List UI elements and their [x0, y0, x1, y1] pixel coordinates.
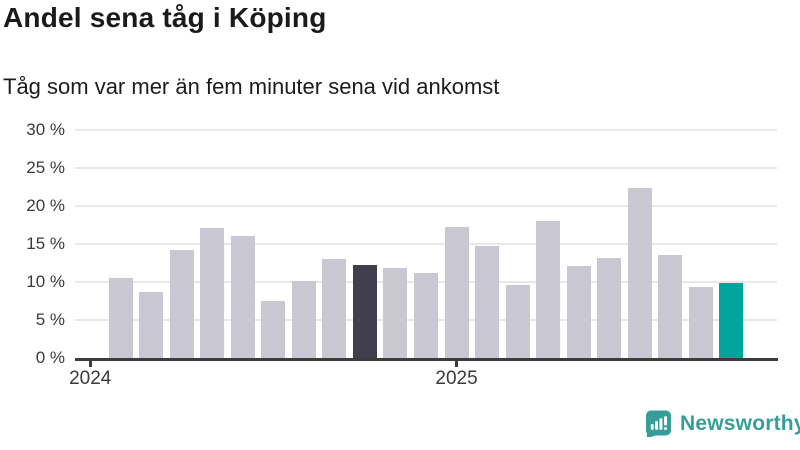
- gridline-15: [75, 243, 777, 245]
- x-axis-tick-label-2024: 2024: [69, 368, 112, 389]
- y-axis-label-5: 5 %: [35, 310, 65, 329]
- bar-mar-2025: [505, 285, 530, 358]
- y-axis-label-30: 30 %: [26, 120, 65, 139]
- chart-title: Andel sena tåg i Köping: [3, 2, 327, 33]
- newsworthy-wordmark: Newsworthy: [680, 411, 800, 435]
- bar-aug-2025: [658, 254, 683, 358]
- chart-subtitle: Tåg som var mer än fem minuter sena vid …: [3, 74, 500, 99]
- gridline-20: [75, 205, 777, 207]
- x-axis-tick-label-2025: 2025: [435, 368, 478, 389]
- bar-jun-2024: [230, 235, 255, 358]
- x-axis-line: [75, 358, 778, 361]
- gridline-25: [75, 167, 777, 169]
- bar-jan-2025: [444, 227, 469, 358]
- bar-jul-2024: [261, 301, 286, 358]
- bar-nov-2024: [383, 268, 408, 358]
- bar-jun-2025: [597, 258, 622, 358]
- bar-sep-2024: [322, 259, 347, 358]
- y-axis-label-20: 20 %: [26, 196, 65, 215]
- bar-dec-2024: [414, 272, 438, 358]
- bar-jul-2025: [627, 187, 652, 358]
- bar-maj-2025: [566, 266, 591, 358]
- y-axis-label-10: 10 %: [26, 272, 65, 291]
- x-axis-tick-2025: [455, 358, 459, 367]
- x-axis-tick-2024: [88, 358, 92, 367]
- bar-sep-2025: [688, 286, 713, 358]
- newsworthy-logo: Newsworthy: [645, 410, 800, 437]
- y-axis-label-15: 15 %: [26, 234, 65, 253]
- gridline-30: [75, 129, 777, 131]
- bar-maj-2024: [200, 228, 225, 358]
- y-axis-label-0: 0 %: [35, 348, 65, 367]
- bar-mar-2024: [139, 291, 164, 358]
- bar-okt-2025: [719, 282, 744, 358]
- bar-feb-2025: [475, 246, 500, 358]
- bar-aug-2024: [291, 281, 316, 358]
- bar-feb-2024: [108, 278, 133, 358]
- bar-apr-2025: [536, 221, 561, 358]
- newsworthy-icon: [645, 410, 672, 437]
- y-axis-label-25: 25 %: [26, 158, 65, 177]
- bar-apr-2024: [169, 250, 194, 358]
- bar-okt-2024: [352, 264, 377, 358]
